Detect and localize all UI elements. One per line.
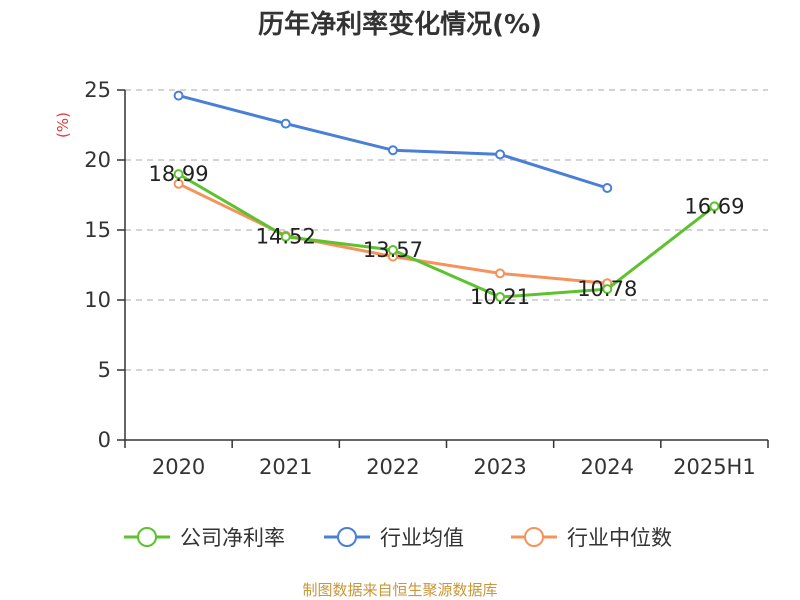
legend-marker [137,527,157,547]
data-point [173,90,184,101]
grid-lines [125,89,768,371]
data-point [709,201,720,212]
x-tick-label: 2021 [259,455,312,479]
data-label: 16.69 [684,194,744,218]
y-tick-label: 25 [84,78,111,102]
data-point [173,178,184,189]
y-tick-label: 10 [84,288,111,312]
y-tick-label: 0 [98,428,111,452]
data-point [602,284,613,295]
data-point [280,231,291,242]
data-label: 13.57 [363,238,423,262]
data-label: 14.52 [256,225,316,249]
series-line [178,94,608,190]
y-tick-label: 5 [98,358,111,382]
legend: 公司净利率 行业均值 行业中位数 [124,526,672,550]
data-point [387,145,398,156]
series-0 [173,169,720,303]
y-tick-label: 20 [84,148,111,172]
data-point [495,292,506,303]
data-point [495,149,506,160]
x-tick-label: 2022 [366,455,419,479]
data-point [495,268,506,279]
series-line [177,182,608,285]
data-point [280,118,291,129]
data-point [173,169,184,180]
series-1 [173,90,613,193]
series-line [177,172,716,299]
y-axis-label: (%) [54,112,72,138]
legend-marker [337,527,357,547]
data-label: 18.99 [149,162,209,186]
data-labels: 18.99 14.52 13.57 10.21 10.78 16.69 [149,162,745,309]
legend-label: 行业均值 [380,526,464,550]
legend-marker [524,527,544,547]
y-tick-label: 15 [84,218,111,242]
chart-title: 历年净利率变化情况(%) [258,9,542,40]
axes: 0 5 10 15 20 25 2020 2021 2022 2023 2024 2025H1 [84,78,769,479]
x-tick-label: 2023 [473,455,526,479]
legend-label: 行业中位数 [567,526,672,550]
data-point [602,183,613,193]
x-tick-label: 2025H1 [673,455,756,479]
source-note: 制图数据来自恒生聚源数据库 [302,581,497,599]
data-label: 10.78 [577,277,637,301]
legend-item-1: 行业均值 [324,526,464,550]
data-label: 10.21 [470,285,530,309]
series-lines [173,90,720,303]
legend-item-2: 行业中位数 [511,526,672,550]
data-point [387,245,398,256]
legend-item-0: 公司净利率 [124,526,285,550]
series-2 [173,178,613,289]
legend-label: 公司净利率 [180,526,285,550]
x-tick-label: 2024 [581,455,634,479]
x-tick-label: 2020 [152,455,205,479]
